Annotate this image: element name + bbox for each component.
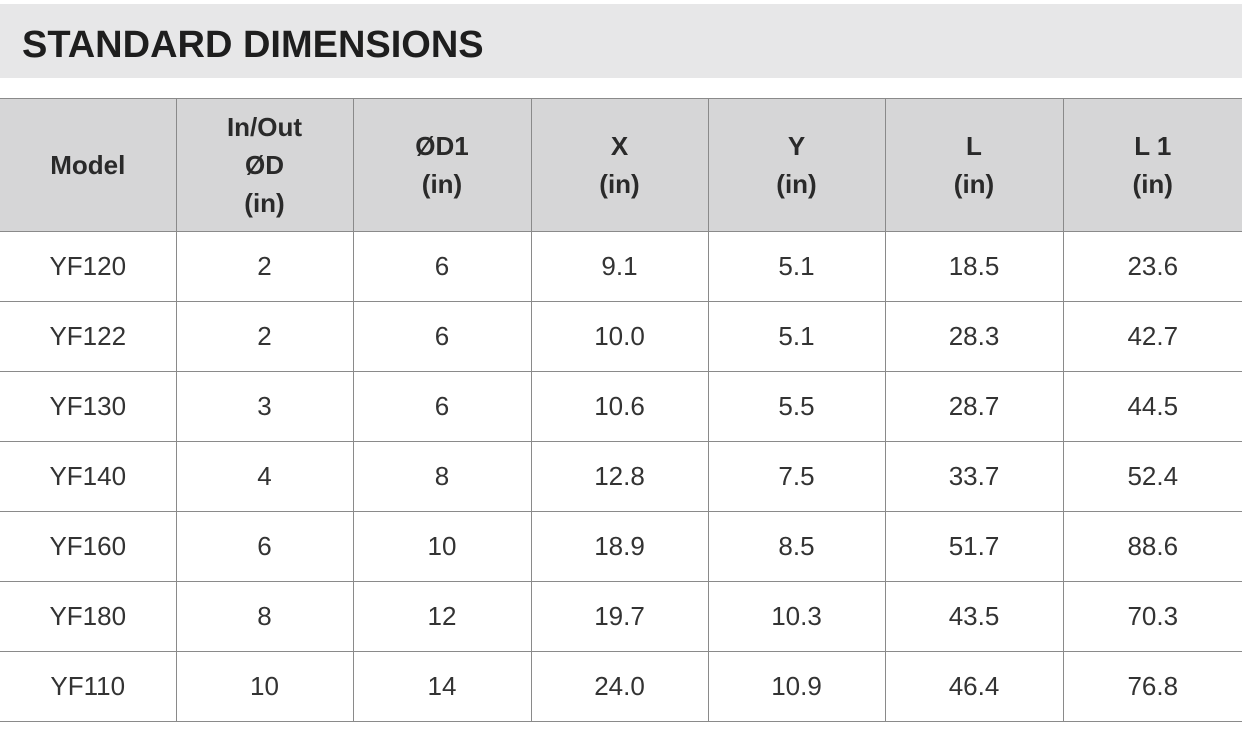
value-cell: 6 — [352, 231, 532, 302]
header-line: (in) — [421, 169, 463, 199]
header-line: L 1 — [1134, 131, 1172, 161]
value-cell: 2 — [175, 301, 354, 372]
model-cell: YF130 — [0, 371, 177, 442]
value-cell: 12 — [352, 581, 532, 652]
value-cell: 28.7 — [884, 371, 1064, 442]
column-header: L 1 (in) — [1062, 98, 1242, 232]
header-line: ØD — [245, 150, 284, 180]
header-line: (in) — [953, 169, 995, 199]
value-cell: 8.5 — [707, 511, 886, 582]
model-cell: YF160 — [0, 511, 177, 582]
header-line: (in) — [1132, 169, 1173, 199]
value-cell: 24.0 — [530, 651, 709, 722]
column-header: In/Out ØD (in) — [175, 98, 354, 232]
value-cell: 23.6 — [1062, 231, 1242, 302]
value-cell: 12.8 — [530, 441, 709, 512]
value-cell: 43.5 — [884, 581, 1064, 652]
value-cell: 33.7 — [884, 441, 1064, 512]
value-cell: 10.3 — [707, 581, 886, 652]
value-cell: 42.7 — [1062, 301, 1242, 372]
model-cell: YF110 — [0, 651, 177, 722]
value-cell: 18.9 — [530, 511, 709, 582]
column-header: X (in) — [530, 98, 709, 232]
value-cell: 10 — [175, 651, 354, 722]
value-cell: 6 — [175, 511, 354, 582]
header-line: (in) — [244, 188, 285, 218]
value-cell: 70.3 — [1062, 581, 1242, 652]
table-row: YF110 10 14 24.0 10.9 46.4 76.8 — [0, 651, 1242, 722]
header-row: Model In/Out ØD (in) ØD1 (in) X (in) Y (in) L (in) L… — [0, 98, 1242, 232]
value-cell: 14 — [352, 651, 532, 722]
column-header: ØD1 (in) — [352, 98, 532, 232]
value-cell: 8 — [175, 581, 354, 652]
column-header: Model — [0, 98, 177, 232]
table-row: YF160 6 10 18.9 8.5 51.7 88.6 — [0, 511, 1242, 582]
value-cell: 4 — [175, 441, 354, 512]
value-cell: 9.1 — [530, 231, 709, 302]
value-cell: 28.3 — [884, 301, 1064, 372]
value-cell: 10.9 — [707, 651, 886, 722]
table-row: YF120 2 6 9.1 5.1 18.5 23.6 — [0, 231, 1242, 302]
value-cell: 7.5 — [707, 441, 886, 512]
header-line: X — [610, 131, 629, 161]
value-cell: 10 — [352, 511, 532, 582]
model-cell: YF122 — [0, 301, 177, 372]
value-cell: 46.4 — [884, 651, 1064, 722]
column-header: L (in) — [884, 98, 1064, 232]
title-bar: STANDARD DIMENSIONS — [0, 4, 1242, 78]
value-cell: 5.5 — [707, 371, 886, 442]
value-cell: 6 — [352, 301, 532, 372]
value-cell: 76.8 — [1062, 651, 1242, 722]
header-line: ØD1 — [415, 131, 469, 161]
value-cell: 10.0 — [530, 301, 709, 372]
value-cell: 18.5 — [884, 231, 1064, 302]
header-line: (in) — [776, 169, 817, 199]
value-cell: 51.7 — [884, 511, 1064, 582]
header-line: In/Out — [226, 112, 303, 142]
value-cell: 2 — [175, 231, 354, 302]
value-cell: 19.7 — [530, 581, 709, 652]
value-cell: 10.6 — [530, 371, 709, 442]
value-cell: 5.1 — [707, 301, 886, 372]
header-line: Model — [50, 150, 126, 180]
model-cell: YF120 — [0, 231, 177, 302]
dimensions-table: Model In/Out ØD (in) ØD1 (in) X (in) Y (in) L (in) L… — [0, 98, 1242, 722]
value-cell: 88.6 — [1062, 511, 1242, 582]
value-cell: 6 — [352, 371, 532, 442]
value-cell: 44.5 — [1062, 371, 1242, 442]
table-row: YF180 8 12 19.7 10.3 43.5 70.3 — [0, 581, 1242, 652]
column-header: Y (in) — [707, 98, 886, 232]
value-cell: 5.1 — [707, 231, 886, 302]
value-cell: 3 — [175, 371, 354, 442]
model-cell: YF180 — [0, 581, 177, 652]
title: STANDARD DIMENSIONS — [22, 24, 484, 66]
value-cell: 52.4 — [1062, 441, 1242, 512]
header-line: (in) — [599, 169, 640, 199]
value-cell: 8 — [352, 441, 532, 512]
table-row: YF140 4 8 12.8 7.5 33.7 52.4 — [0, 441, 1242, 512]
header-line: Y — [787, 131, 806, 161]
model-cell: YF140 — [0, 441, 177, 512]
table-row: YF130 3 6 10.6 5.5 28.7 44.5 — [0, 371, 1242, 442]
header-line: L — [966, 131, 982, 161]
table-row: YF122 2 6 10.0 5.1 28.3 42.7 — [0, 301, 1242, 372]
